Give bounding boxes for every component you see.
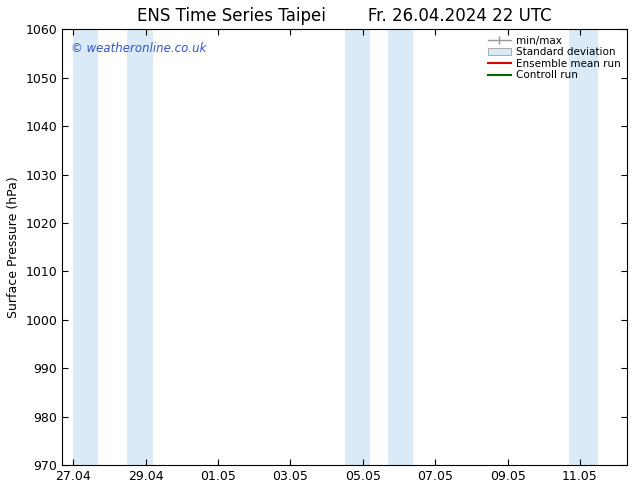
Bar xyxy=(127,29,153,465)
Y-axis label: Surface Pressure (hPa): Surface Pressure (hPa) xyxy=(7,176,20,318)
Title: ENS Time Series Taipei        Fr. 26.04.2024 22 UTC: ENS Time Series Taipei Fr. 26.04.2024 22… xyxy=(138,7,552,25)
Bar xyxy=(388,29,413,465)
Bar xyxy=(345,29,370,465)
Bar xyxy=(73,29,98,465)
Bar xyxy=(569,29,598,465)
Text: © weatheronline.co.uk: © weatheronline.co.uk xyxy=(71,42,206,55)
Legend: min/max, Standard deviation, Ensemble mean run, Controll run: min/max, Standard deviation, Ensemble me… xyxy=(484,31,625,84)
